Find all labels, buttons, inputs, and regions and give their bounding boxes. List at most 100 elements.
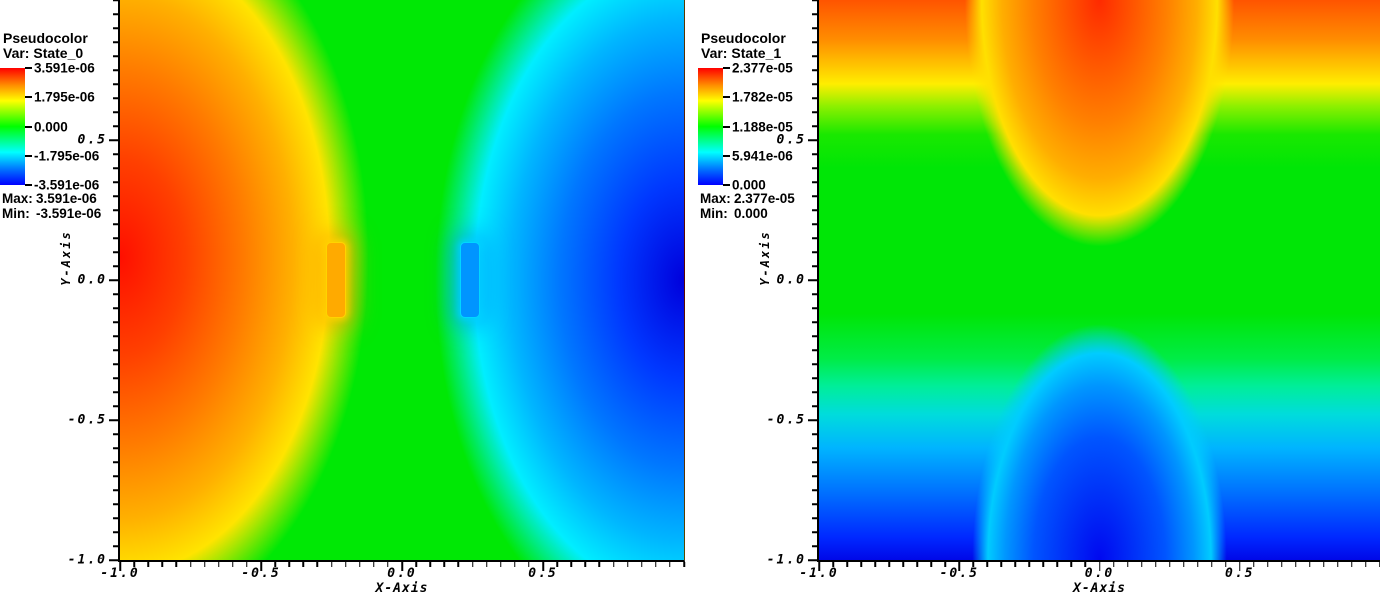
x-axis-tick (1281, 562, 1283, 567)
y-axis-tick (812, 83, 817, 85)
legend-var-label: Var: State_0 (3, 45, 84, 61)
colorbar-tick (723, 184, 730, 186)
y-axis-tick (113, 13, 118, 15)
y-axis-tick (812, 391, 817, 393)
x-axis-tick (1267, 562, 1269, 567)
y-axis-tick (113, 461, 118, 463)
x-axis-tick (387, 562, 389, 567)
x-axis-tick (1253, 562, 1255, 567)
x-axis-tick (147, 562, 149, 567)
x-axis-tick (1140, 562, 1143, 567)
y-axis-tick (113, 97, 118, 99)
legend-min-row: Min: -3.591e-06 (2, 206, 118, 221)
y-axis-tick (812, 55, 817, 57)
legend-var-label: Var: State_1 (701, 45, 782, 61)
x-axis-tick (916, 562, 918, 567)
y-axis-tick (113, 195, 118, 197)
y-axis-tick (812, 97, 817, 99)
y-axis-tick (812, 27, 817, 29)
legend-max-row: Max: 3.591e-06 (2, 191, 118, 206)
x-axis-tick (1070, 562, 1073, 567)
x-axis-tick (1168, 562, 1171, 567)
x-axis-tick (1084, 562, 1087, 567)
colorbar-tick-label: 5.941e-06 (732, 148, 793, 164)
x-axis-tick (832, 562, 834, 567)
x-axis-tick (514, 562, 516, 567)
max-label: Max: (700, 191, 731, 206)
y-axis-tick (812, 195, 817, 197)
x-axis-tick (429, 562, 431, 567)
x-axis-tick (1126, 562, 1129, 567)
y-axis-tick (812, 293, 817, 295)
y-tick-label: -1.0 (766, 552, 806, 568)
y-axis-tick (109, 419, 118, 421)
pseudocolor-plot-state1: X-Axis Y-Axis -1.0 -0.5 0.0 0.5 0.5 0.0 -0.5 -1… (758, 0, 1380, 596)
y-axis-tick (812, 405, 817, 407)
y-tick-label: -1.0 (67, 552, 107, 568)
x-axis-tick (119, 562, 121, 571)
x-axis-tick (986, 562, 989, 567)
y-axis-tick (812, 265, 817, 267)
x-axis-tick (1098, 562, 1101, 571)
y-axis-title: Y-Axis (59, 229, 73, 286)
colorbar-wrap: 3.591e-06 1.795e-06 0.000 -1.795e-06 -3.… (0, 61, 118, 193)
y-axis-tick (113, 377, 118, 379)
x-axis-tick (1000, 562, 1003, 567)
x-tick-label: -1.0 (799, 566, 839, 581)
y-tick-label: 0.5 (776, 132, 806, 148)
y-axis-tick (113, 167, 118, 169)
y-tick-label: 0.5 (77, 132, 107, 148)
legend-min-row: Min: 0.000 (700, 206, 816, 221)
colorbar-tick-label: 1.795e-06 (34, 89, 95, 105)
y-axis-tick (113, 209, 118, 211)
y-axis-tick (812, 335, 817, 337)
x-axis-tick (1210, 562, 1213, 567)
x-tick-label: 0.5 (528, 566, 558, 581)
pseudocolor-plot-state0: X-Axis Y-Axis -1.0 -0.5 0.0 0.5 0.5 0.0 -0.5 -1… (59, 0, 685, 596)
y-axis-tick (113, 83, 118, 85)
y-axis-tick (113, 545, 118, 547)
y-axis-tick (113, 237, 118, 239)
y-axis-tick (812, 503, 817, 505)
x-axis-tick (902, 562, 904, 567)
y-axis-tick (113, 69, 118, 71)
y-axis-tick (812, 0, 817, 1)
colorbar-tick (723, 125, 730, 128)
y-axis-tick (113, 517, 118, 519)
y-axis-tick (812, 307, 817, 309)
x-axis-title: X-Axis (1073, 581, 1126, 596)
colorbar-tick-label: 2.377e-05 (732, 60, 793, 76)
y-axis-tick (113, 265, 118, 267)
y-axis-tick (812, 475, 817, 477)
x-axis-tick (373, 562, 375, 567)
state0-right-contact-feature (460, 241, 481, 318)
colorbar-tick (25, 67, 32, 69)
x-axis-tick (570, 562, 572, 567)
x-axis-tick (528, 562, 530, 567)
legend-state1: Pseudocolor Var: State_1 2.377e-05 1.782… (698, 31, 816, 221)
y-axis-tick (808, 559, 817, 561)
x-tick-label: -1.0 (100, 566, 140, 581)
y-axis-tick (812, 181, 817, 183)
x-axis-tick (888, 562, 890, 567)
y-axis-tick (113, 447, 118, 449)
y-axis-tick (113, 391, 118, 393)
legend-state0: Pseudocolor Var: State_0 3.591e-06 1.795… (0, 31, 118, 221)
state0-left-contact-feature (325, 241, 346, 318)
x-axis-tick (542, 562, 544, 571)
min-value: 0.000 (734, 206, 768, 221)
min-label: Min: (700, 206, 728, 221)
colorbar-tick-label: 0.000 (34, 119, 68, 134)
y-axis-tick (812, 489, 817, 491)
y-axis-tick (113, 433, 118, 435)
x-axis-tick (485, 562, 488, 567)
y-axis-tick (113, 349, 118, 351)
y-axis-tick (812, 13, 817, 15)
y-axis-tick (113, 307, 118, 309)
x-axis-tick (246, 562, 248, 567)
colorbar-tick-label: -1.795e-06 (34, 148, 100, 164)
y-axis-title: Y-Axis (758, 229, 772, 286)
y-axis-tick (113, 475, 118, 477)
min-label: Min: (2, 206, 30, 221)
y-axis-tick (113, 363, 118, 365)
